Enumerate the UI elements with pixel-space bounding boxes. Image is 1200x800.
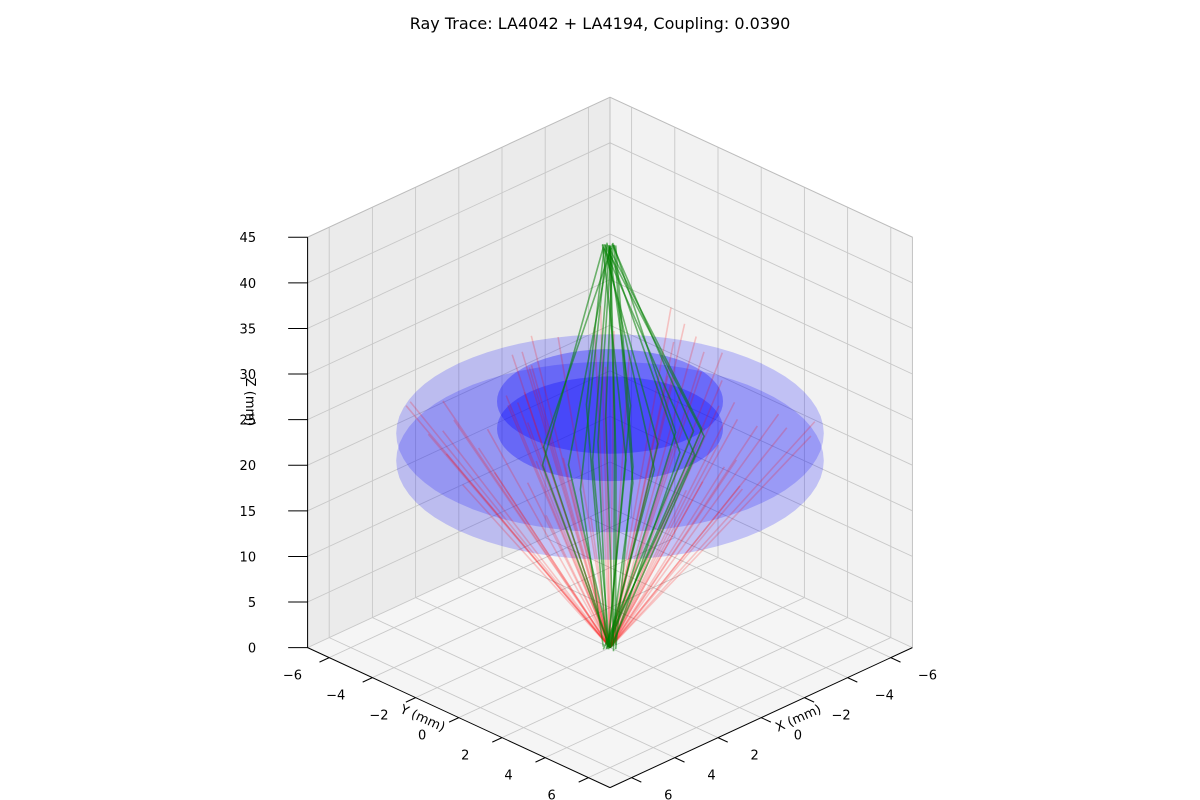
ray-line <box>609 413 780 649</box>
ray-line <box>609 481 704 648</box>
x-tick-mark <box>847 677 858 683</box>
chart-title: Ray Trace: LA4042 + LA4194, Coupling: 0.… <box>410 14 791 33</box>
x-tick-mark <box>631 777 642 783</box>
y-tick-label: 0 <box>418 729 426 744</box>
ray-line <box>505 395 611 648</box>
y-tick-mark <box>492 737 503 743</box>
ray-line <box>609 336 697 648</box>
ray-line <box>609 427 788 649</box>
ray-line <box>603 243 705 649</box>
ray-line <box>427 433 611 649</box>
ray-line <box>562 457 611 648</box>
ray-line <box>609 245 617 645</box>
z-tick-label: 40 <box>240 277 257 292</box>
x-tick-label: 2 <box>751 749 759 764</box>
y-tick-mark <box>319 657 330 663</box>
ray-line <box>609 488 744 649</box>
y-tick-mark <box>362 677 373 683</box>
lens-disc <box>396 361 824 560</box>
x-tick-label: −2 <box>832 709 851 724</box>
y-tick-label: −2 <box>369 709 388 724</box>
x-tick-label: 6 <box>664 789 672 800</box>
y-tick-label: 6 <box>548 789 556 800</box>
x-tick-label: −4 <box>875 689 894 704</box>
ray-line <box>530 335 611 648</box>
lens-disc <box>396 334 824 533</box>
ray-line <box>541 246 611 648</box>
ray-line <box>486 428 611 648</box>
lens-discs <box>396 334 824 560</box>
ray-line <box>557 336 611 648</box>
ray-line <box>593 327 611 648</box>
ray-line <box>591 246 611 649</box>
z-axis-label: Z (mm) <box>242 378 257 427</box>
ray-line <box>409 401 611 649</box>
ray-paths <box>405 242 816 652</box>
ray-line <box>609 401 736 648</box>
ray-line <box>604 242 615 646</box>
x-tick-label: −6 <box>918 669 937 684</box>
tick-labels: −6 −4 −2 0 2 4 6 −6 −4 −2 0 2 4 6 0 5 10 15 20 25 30 35 40 45 <box>240 231 938 800</box>
ray-line <box>609 466 726 649</box>
ray-line <box>526 482 611 648</box>
z-tick-label: 45 <box>240 231 257 246</box>
ray-line <box>507 404 611 648</box>
ray-line <box>493 471 611 649</box>
axes-grid <box>307 96 913 779</box>
z-tick-label: 30 <box>240 368 257 383</box>
ray-line <box>462 484 611 649</box>
z-tick-label: 15 <box>240 505 257 520</box>
ray-line <box>609 435 812 649</box>
ray-line <box>609 425 758 649</box>
ray-line <box>603 248 659 650</box>
ray-line <box>609 444 719 648</box>
ray-line <box>445 453 611 649</box>
y-tick-label: −6 <box>283 669 302 684</box>
ray-line <box>607 244 632 648</box>
ray-line <box>405 405 611 649</box>
y-tick-label: −4 <box>326 689 345 704</box>
ray-line <box>579 242 608 647</box>
ray-line <box>609 380 723 648</box>
z-tick-label: 5 <box>248 596 256 611</box>
ray-line <box>601 243 696 645</box>
y-tick-mark <box>448 717 460 723</box>
y-tick-mark <box>535 757 546 763</box>
ray-line <box>477 447 611 649</box>
z-tick-label: 20 <box>240 459 257 474</box>
x-tick-mark <box>890 657 901 663</box>
x-tick-mark <box>760 717 772 723</box>
x-tick-mark <box>804 697 815 703</box>
y-tick-label: 4 <box>504 769 512 784</box>
ray-line <box>542 247 613 647</box>
x-tick-mark <box>674 757 685 763</box>
ray-line <box>521 351 611 648</box>
x-tick-label: 4 <box>707 769 715 784</box>
z-tick-label: 10 <box>240 550 257 565</box>
ray-line <box>609 307 672 648</box>
z-tick-label: 35 <box>240 322 257 337</box>
ray-line <box>453 419 611 649</box>
ray-line <box>442 430 611 649</box>
ray-line <box>609 419 739 648</box>
ray-line <box>597 245 613 647</box>
ray-line <box>442 400 611 649</box>
ray-line <box>609 459 738 649</box>
y-tick-mark <box>578 777 589 783</box>
ray-line <box>608 244 677 648</box>
x-tick-label: 0 <box>794 729 802 744</box>
ray-line <box>599 305 611 648</box>
ray-line <box>609 421 816 649</box>
y-tick-mark <box>405 697 416 703</box>
ray-line <box>545 514 611 648</box>
axes-frame <box>288 236 913 789</box>
z-tick-label: 25 <box>240 414 257 429</box>
ray-line <box>609 485 741 649</box>
ray-line <box>585 248 608 646</box>
y-tick-label: 2 <box>461 749 469 764</box>
z-tick-label: 0 <box>248 642 256 657</box>
x-tick-mark <box>717 737 728 743</box>
